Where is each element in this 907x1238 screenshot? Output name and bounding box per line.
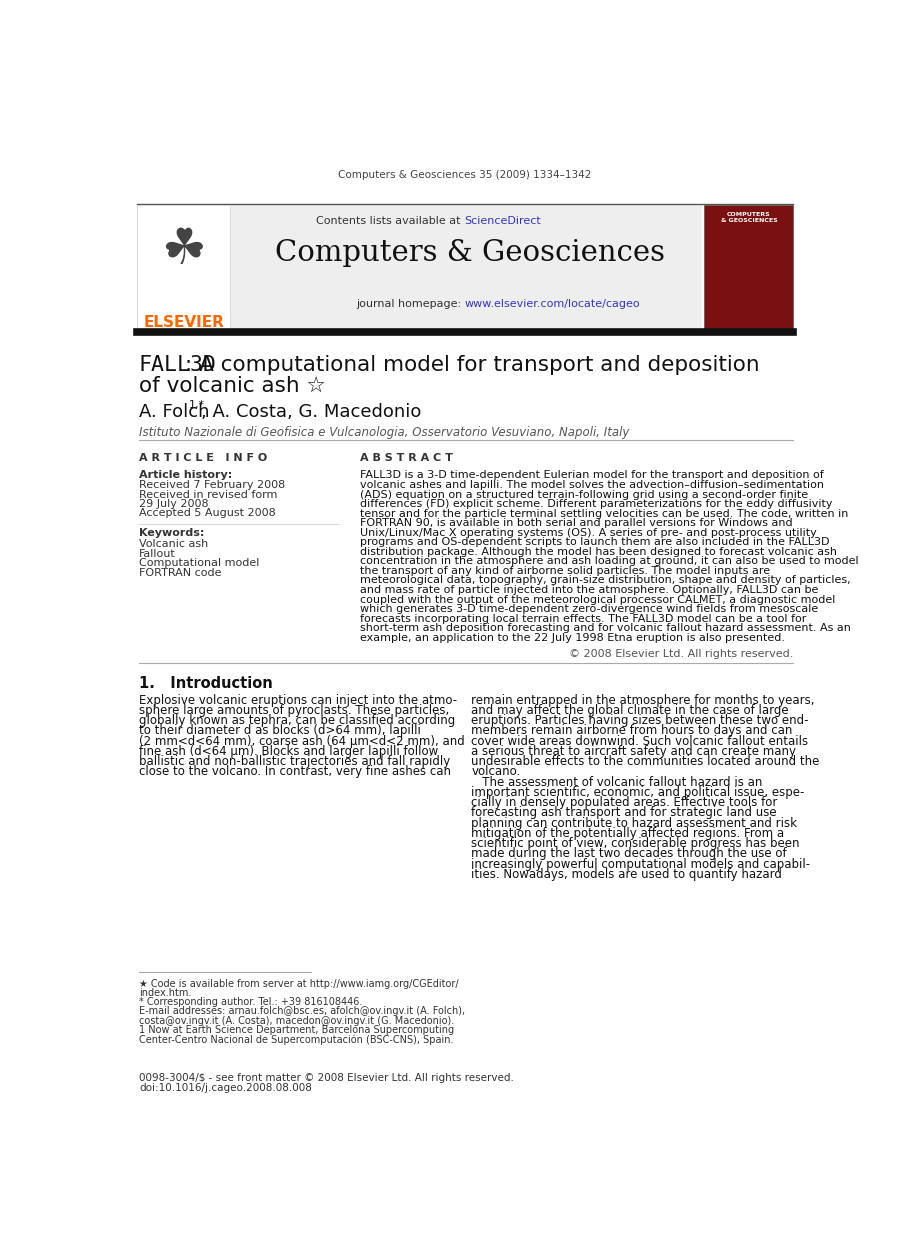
Text: Computational model: Computational model	[139, 558, 259, 568]
Text: COMPUTERS
& GEOSCIENCES: COMPUTERS & GEOSCIENCES	[720, 212, 777, 223]
Text: Computers & Geosciences: Computers & Geosciences	[275, 239, 665, 267]
Text: 29 July 2008: 29 July 2008	[139, 499, 209, 509]
Text: E-mail addresses: arnau.folch@bsc.es, afolch@ov.ingv.it (A. Folch),: E-mail addresses: arnau.folch@bsc.es, af…	[139, 1006, 465, 1016]
Text: and may affect the global climate in the case of large: and may affect the global climate in the…	[472, 704, 789, 717]
Text: Keywords:: Keywords:	[139, 529, 204, 539]
Text: Explosive volcanic eruptions can inject into the atmo-: Explosive volcanic eruptions can inject …	[139, 693, 457, 707]
Text: made during the last two decades through the use of: made during the last two decades through…	[472, 847, 787, 860]
Text: 0098-3004/$ - see front matter © 2008 Elsevier Ltd. All rights reserved.: 0098-3004/$ - see front matter © 2008 El…	[139, 1072, 514, 1082]
Text: The assessment of volcanic fallout hazard is an: The assessment of volcanic fallout hazar…	[472, 776, 763, 789]
Text: planning can contribute to hazard assessment and risk: planning can contribute to hazard assess…	[472, 817, 797, 829]
Text: ELSEVIER: ELSEVIER	[143, 314, 224, 329]
Text: forecasting ash transport and for strategic land use: forecasting ash transport and for strate…	[472, 806, 777, 820]
Text: 1 Now at Earth Science Department, Barcelona Supercomputing: 1 Now at Earth Science Department, Barce…	[139, 1025, 454, 1035]
Text: Received in revised form: Received in revised form	[139, 490, 278, 500]
Text: ☘: ☘	[161, 225, 206, 274]
Text: FORTRAN 90, is available in both serial and parallel versions for Windows and: FORTRAN 90, is available in both serial …	[360, 519, 793, 529]
Text: ities. Nowadays, models are used to quantify hazard: ities. Nowadays, models are used to quan…	[472, 868, 783, 880]
Text: FALL3D: FALL3D	[139, 355, 217, 375]
Text: Computers & Geosciences 35 (2009) 1334–1342: Computers & Geosciences 35 (2009) 1334–1…	[337, 170, 591, 180]
Text: volcanic ashes and lapilli. The model solves the advection–diffusion–sedimentati: volcanic ashes and lapilli. The model so…	[360, 480, 824, 490]
Text: Received 7 February 2008: Received 7 February 2008	[139, 480, 285, 490]
Text: © 2008 Elsevier Ltd. All rights reserved.: © 2008 Elsevier Ltd. All rights reserved…	[569, 649, 793, 659]
Text: concentration in the atmosphere and ash loading at ground, it can also be used t: concentration in the atmosphere and ash …	[360, 556, 858, 566]
Text: coupled with the output of the meteorological processor CALMET, a diagnostic mod: coupled with the output of the meteorolo…	[360, 594, 835, 604]
Text: Istituto Nazionale di Geofisica e Vulcanologia, Osservatorio Vesuviano, Napoli, : Istituto Nazionale di Geofisica e Vulcan…	[139, 426, 629, 438]
Text: meteorological data, topography, grain-size distribution, shape and density of p: meteorological data, topography, grain-s…	[360, 576, 851, 586]
Text: remain entrapped in the atmosphere for months to years,: remain entrapped in the atmosphere for m…	[472, 693, 814, 707]
Text: tensor and for the particle terminal settling velocities can be used. The code, : tensor and for the particle terminal set…	[360, 509, 848, 519]
Text: index.htm.: index.htm.	[139, 988, 191, 998]
Text: * Corresponding author. Tel.: +39 816108446.: * Corresponding author. Tel.: +39 816108…	[139, 997, 362, 1006]
Text: scientific point of view, considerable progress has been: scientific point of view, considerable p…	[472, 837, 800, 851]
Text: the transport of any kind of airborne solid particles. The model inputs are: the transport of any kind of airborne so…	[360, 566, 770, 576]
Text: increasingly powerful computational models and capabil-: increasingly powerful computational mode…	[472, 858, 811, 870]
Text: sphere large amounts of pyroclasts. These particles,: sphere large amounts of pyroclasts. Thes…	[139, 704, 449, 717]
Text: and mass rate of particle injected into the atmosphere. Optionally, FALL3D can b: and mass rate of particle injected into …	[360, 586, 818, 595]
Text: 1,*: 1,*	[190, 400, 206, 410]
Text: fine ash (d<64 μm). Blocks and larger lapilli follow: fine ash (d<64 μm). Blocks and larger la…	[139, 745, 438, 758]
Text: mitigation of the potentially affected regions. From a: mitigation of the potentially affected r…	[472, 827, 785, 839]
Text: journal homepage:: journal homepage:	[356, 300, 464, 310]
Text: volcano.: volcano.	[472, 765, 521, 779]
Text: costa@ov.ingv.it (A. Costa), macedon@ov.ingv.it (G. Macedonio).: costa@ov.ingv.it (A. Costa), macedon@ov.…	[139, 1015, 454, 1025]
Bar	[137, 204, 229, 331]
Text: Article history:: Article history:	[139, 470, 232, 480]
Text: undesirable effects to the communities located around the: undesirable effects to the communities l…	[472, 755, 820, 768]
Text: Contents lists available at: Contents lists available at	[317, 217, 464, 227]
Text: doi:10.1016/j.cageo.2008.08.008: doi:10.1016/j.cageo.2008.08.008	[139, 1082, 312, 1093]
Text: members remain airborne from hours to days and can: members remain airborne from hours to da…	[472, 724, 793, 738]
Text: eruptions. Particles having sizes between these two end-: eruptions. Particles having sizes betwee…	[472, 714, 809, 727]
Text: A R T I C L E   I N F O: A R T I C L E I N F O	[139, 453, 268, 463]
Text: distribution package. Although the model has been designed to forecast volcanic : distribution package. Although the model…	[360, 547, 837, 557]
Text: 1.   Introduction: 1. Introduction	[139, 676, 273, 691]
Text: Accepted 5 August 2008: Accepted 5 August 2008	[139, 508, 276, 519]
Text: Volcanic ash: Volcanic ash	[139, 539, 209, 548]
Text: ScienceDirect: ScienceDirect	[464, 217, 541, 227]
Text: programs and OS-dependent scripts to launch them are also included in the FALL3D: programs and OS-dependent scripts to lau…	[360, 537, 829, 547]
Text: example, an application to the 22 July 1998 Etna eruption is also presented.: example, an application to the 22 July 1…	[360, 633, 785, 643]
Text: A. Folch: A. Folch	[139, 402, 210, 421]
Text: cially in densely populated areas. Effective tools for: cially in densely populated areas. Effec…	[472, 796, 778, 810]
Text: to their diameter d as blocks (d>64 mm), lapilli: to their diameter d as blocks (d>64 mm),…	[139, 724, 421, 738]
Text: forecasts incorporating local terrain effects. The FALL3D model can be a tool fo: forecasts incorporating local terrain ef…	[360, 614, 806, 624]
Text: differences (FD) explicit scheme. Different parameterizations for the eddy diffu: differences (FD) explicit scheme. Differ…	[360, 499, 833, 509]
Text: which generates 3-D time-dependent zero-divergence wind fields from mesoscale: which generates 3-D time-dependent zero-…	[360, 604, 818, 614]
Bar	[231, 204, 702, 331]
Text: (ADS) equation on a structured terrain-following grid using a second-order finit: (ADS) equation on a structured terrain-f…	[360, 489, 808, 499]
Text: : A computational model for transport and deposition: : A computational model for transport an…	[185, 355, 760, 375]
Text: FALL3D is a 3-D time-dependent Eulerian model for the transport and deposition o: FALL3D is a 3-D time-dependent Eulerian …	[360, 470, 824, 480]
Text: important scientific, economic, and political issue, espe-: important scientific, economic, and poli…	[472, 786, 805, 799]
Text: ★ Code is available from server at http://www.iamg.org/CGEditor/: ★ Code is available from server at http:…	[139, 978, 459, 989]
Text: , A. Costa, G. Macedonio: , A. Costa, G. Macedonio	[201, 402, 422, 421]
Text: A B S T R A C T: A B S T R A C T	[360, 453, 453, 463]
Bar	[704, 204, 793, 331]
Text: a serious threat to aircraft safety and can create many: a serious threat to aircraft safety and …	[472, 745, 796, 758]
Text: FORTRAN code: FORTRAN code	[139, 568, 221, 578]
Text: Unix/Linux/Mac X operating systems (OS). A series of pre- and post-process utili: Unix/Linux/Mac X operating systems (OS).…	[360, 527, 816, 537]
Text: ballistic and non-ballistic trajectories and fall rapidly: ballistic and non-ballistic trajectories…	[139, 755, 450, 768]
Text: Fallout: Fallout	[139, 548, 176, 558]
Text: www.elsevier.com/locate/cageo: www.elsevier.com/locate/cageo	[464, 300, 640, 310]
Text: (2 mm<d<64 mm), coarse ash (64 μm<d<2 mm), and: (2 mm<d<64 mm), coarse ash (64 μm<d<2 mm…	[139, 734, 464, 748]
Text: short-term ash deposition forecasting and for volcanic fallout hazard assessment: short-term ash deposition forecasting an…	[360, 623, 851, 633]
Text: globally known as tephra, can be classified according: globally known as tephra, can be classif…	[139, 714, 455, 727]
Text: Center-Centro Nacional de Supercomputación (BSC-CNS), Spain.: Center-Centro Nacional de Supercomputaci…	[139, 1034, 454, 1045]
Text: of volcanic ash ☆: of volcanic ash ☆	[139, 375, 326, 396]
Text: cover wide areas downwind. Such volcanic fallout entails: cover wide areas downwind. Such volcanic…	[472, 734, 808, 748]
Text: close to the volcano. In contrast, very fine ashes can: close to the volcano. In contrast, very …	[139, 765, 451, 779]
